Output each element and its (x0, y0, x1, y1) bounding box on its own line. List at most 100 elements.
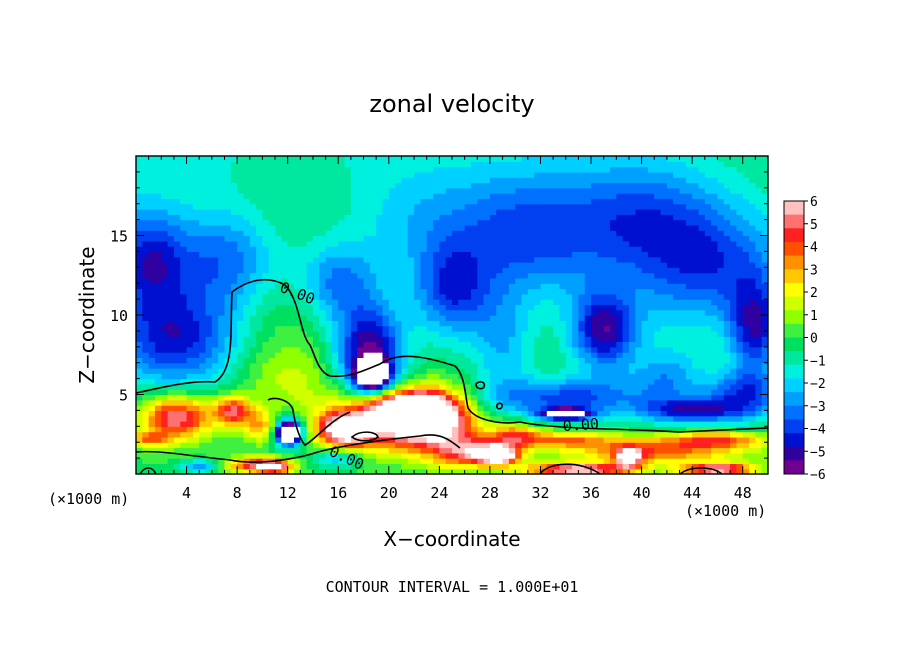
heatmap-cell (565, 262, 573, 268)
heatmap-cell (173, 299, 181, 305)
heatmap-cell (515, 452, 523, 459)
heatmap-cell (508, 320, 516, 327)
heatmap-cell (692, 267, 700, 274)
heatmap-cell (603, 283, 611, 290)
heatmap-cell (761, 214, 768, 221)
heatmap-cell (540, 341, 548, 348)
heatmap-cell (489, 394, 497, 401)
heatmap-cell (344, 373, 352, 380)
heatmap-cell (401, 320, 409, 327)
heatmap-cell (388, 246, 396, 252)
heatmap-cell (458, 272, 466, 279)
heatmap-cell (262, 235, 270, 242)
heatmap-cell (452, 447, 459, 454)
heatmap-cell (610, 262, 617, 268)
heatmap-cell (180, 341, 188, 348)
heatmap-cell (502, 405, 510, 411)
heatmap-cell (584, 458, 592, 464)
heatmap-cell (717, 209, 725, 215)
heatmap-cell (458, 240, 466, 247)
heatmap-cell (161, 452, 169, 459)
heatmap-cell (470, 330, 478, 337)
heatmap-cell (527, 288, 535, 295)
heatmap-cell (527, 458, 535, 464)
heatmap-cell (502, 267, 510, 274)
heatmap-cell (281, 341, 289, 348)
heatmap-cell (148, 336, 156, 343)
heatmap-cell (357, 399, 365, 406)
heatmap-cell (717, 272, 725, 279)
heatmap-cell (350, 452, 358, 459)
heatmap-cell (616, 256, 624, 263)
heatmap-cell (319, 399, 327, 406)
heatmap-cell (628, 219, 636, 226)
heatmap-cell (237, 256, 245, 263)
heatmap-cell (711, 394, 719, 401)
heatmap-cell (736, 299, 744, 305)
heatmap-cell (647, 452, 655, 459)
heatmap-cell (761, 299, 768, 305)
heatmap-cell (489, 288, 497, 295)
heatmap-cell (230, 330, 238, 337)
heatmap-cell (496, 378, 504, 385)
heatmap-cell (692, 468, 700, 474)
heatmap-cell (294, 262, 301, 268)
heatmap-cell (350, 299, 358, 305)
heatmap-cell (312, 224, 320, 231)
heatmap-cell (218, 447, 226, 454)
heatmap-cell (496, 283, 504, 290)
heatmap-cell (470, 405, 478, 411)
heatmap-cell (136, 336, 143, 343)
heatmap-cell (666, 288, 674, 295)
heatmap-cell (167, 330, 175, 337)
heatmap-cell (306, 458, 314, 464)
heatmap-cell (483, 320, 491, 327)
heatmap-cell (742, 288, 750, 295)
heatmap-cell (584, 336, 592, 343)
heatmap-cell (407, 373, 415, 380)
heatmap-cell (584, 267, 592, 274)
heatmap-cell (136, 224, 143, 231)
heatmap-cell (679, 219, 687, 226)
heatmap-cell (218, 224, 226, 231)
heatmap-cell (540, 288, 548, 295)
heatmap-cell (698, 368, 706, 374)
heatmap-cell (477, 362, 485, 369)
heatmap-cell (180, 410, 188, 417)
heatmap-cell (275, 277, 282, 284)
heatmap-cell (199, 230, 207, 237)
heatmap-cell (489, 421, 497, 427)
heatmap-cell (306, 251, 314, 258)
heatmap-cell (647, 426, 655, 433)
heatmap-cell (730, 410, 737, 417)
heatmap-cell (249, 209, 257, 215)
heatmap-cell (755, 383, 763, 390)
heatmap-cell (319, 224, 327, 231)
heatmap-cell (622, 235, 630, 242)
heatmap-cell (218, 246, 226, 252)
heatmap-cell (597, 246, 605, 252)
heatmap-cell (508, 410, 516, 417)
heatmap-cell (205, 309, 213, 316)
heatmap-cell (363, 330, 371, 337)
heatmap-cell (224, 320, 232, 327)
heatmap-cell (426, 394, 434, 401)
heatmap-cell (331, 288, 339, 295)
heatmap-cell (730, 373, 737, 380)
heatmap-cell (167, 299, 175, 305)
heatmap-cell (692, 224, 700, 231)
heatmap-cell (546, 373, 554, 380)
heatmap-cell (325, 378, 333, 385)
heatmap-cell (483, 452, 491, 459)
heatmap-cell (534, 288, 542, 295)
heatmap-cell (180, 277, 188, 284)
heatmap-cell (331, 293, 339, 300)
heatmap-cell (711, 378, 719, 385)
heatmap-cell (414, 219, 421, 226)
heatmap-cell (350, 421, 358, 427)
heatmap-cell (376, 368, 384, 374)
heatmap-cell (692, 251, 700, 258)
heatmap-cell (591, 373, 598, 380)
heatmap-cell (464, 224, 472, 231)
heatmap-cell (477, 410, 485, 417)
